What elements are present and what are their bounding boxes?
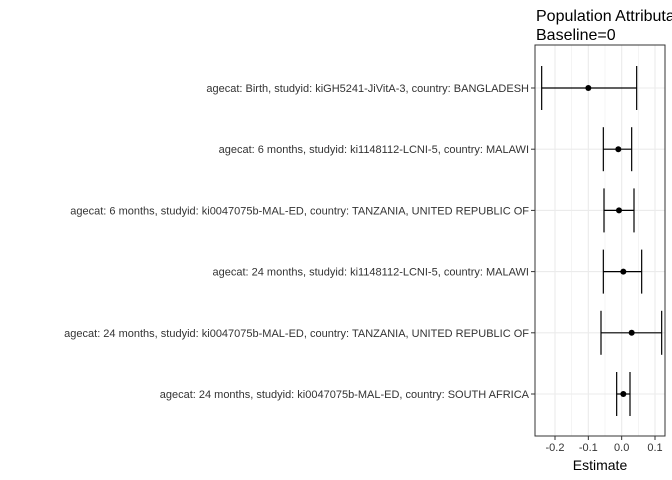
row-label-3: agecat: 24 months, studyid: ki1148112-LC… — [212, 267, 529, 279]
point-estimate-2 — [616, 207, 622, 214]
x-tick-label-3: 0.1 — [647, 442, 662, 454]
chart-marks — [541, 66, 663, 416]
row-label-2: agecat: 6 months, studyid: ki0047075b-MA… — [70, 205, 529, 217]
grid-lines — [535, 45, 665, 436]
point-estimate-3 — [620, 268, 627, 275]
y-axis-labels: agecat: Birth, studyid: kiGH5241-JiVitA-… — [64, 83, 535, 401]
chart-title-line-2: Baseline=0 — [536, 27, 616, 44]
panel-border — [534, 44, 666, 437]
x-tick-label-1: -0.1 — [579, 442, 598, 454]
point-estimate-4 — [628, 329, 635, 336]
row-label-5: agecat: 24 months, studyid: ki0047075b-M… — [160, 389, 530, 401]
chart-title-line-1: Population Attributable — [536, 8, 672, 25]
point-estimate-5 — [620, 391, 627, 397]
x-axis-ticks: -0.2 -0.1 0.0 0.1 — [546, 436, 663, 454]
x-axis-title: Estimate — [573, 457, 628, 473]
chart-title: Population Attributable Baseline=0 — [536, 8, 672, 44]
point-estimate-0 — [585, 85, 592, 91]
row-label-1: agecat: 6 months, studyid: ki1148112-LCN… — [219, 144, 529, 156]
row-label-0: agecat: Birth, studyid: kiGH5241-JiVitA-… — [206, 83, 529, 95]
x-tick-label-0: -0.2 — [546, 442, 565, 454]
row-label-4: agecat: 24 months, studyid: ki0047075b-M… — [64, 328, 529, 340]
point-estimate-1 — [615, 146, 622, 153]
x-tick-label-2: 0.0 — [614, 442, 629, 454]
